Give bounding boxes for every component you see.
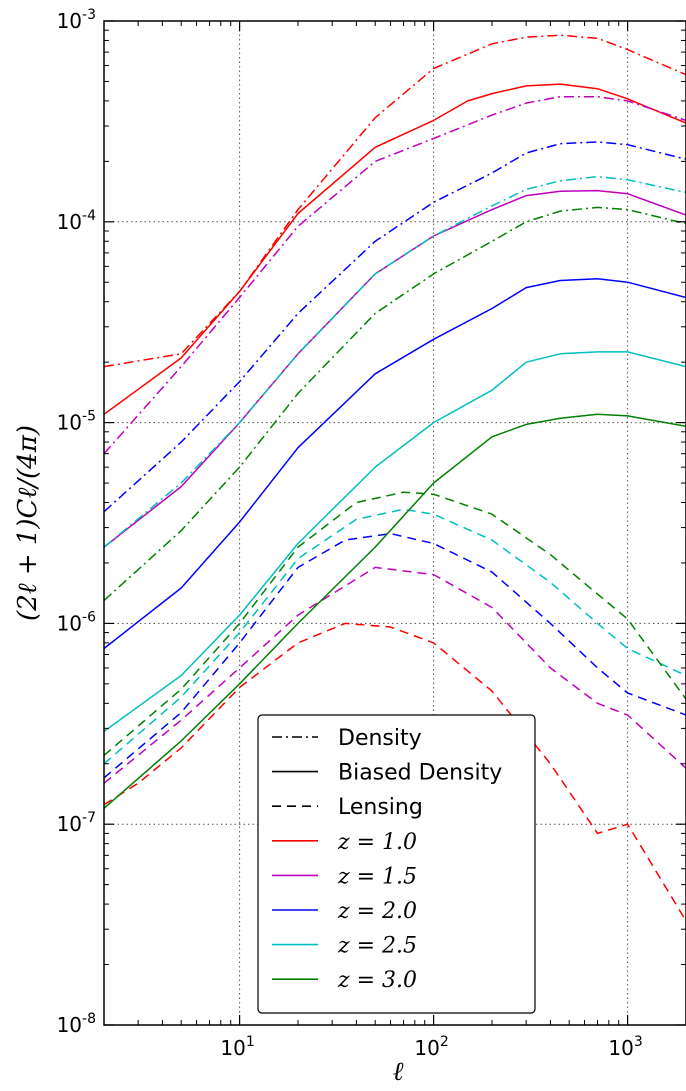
series-lines [104, 34, 686, 922]
series-line-z1-5-density [104, 95, 686, 455]
series-line-z1-0-density [104, 34, 686, 368]
legend-entry-label: z = 1.5 [337, 864, 417, 889]
grid-lines [104, 21, 686, 1025]
series-line-z3-0-density [104, 206, 686, 602]
legend-entry-label: Density [338, 726, 422, 751]
legend-entry-label: Lensing [338, 795, 423, 820]
legend-entry-label: z = 2.0 [337, 899, 417, 924]
y-tick-label: 10-3 [57, 7, 96, 33]
series-line-z1-5-lensing [104, 566, 686, 784]
x-tick-label: 103 [608, 1034, 642, 1060]
x-tick-label: 101 [220, 1034, 254, 1060]
series-line-z2-5-biased-density [104, 351, 686, 733]
legend-entry-label: z = 1.0 [337, 830, 417, 855]
series-line-z2-5-density [104, 175, 686, 548]
y-tick-label: 10-8 [57, 1011, 96, 1037]
legend-box [257, 714, 536, 1014]
y-tick-label: 10-7 [57, 810, 96, 836]
y-tick-label: 10-4 [57, 208, 97, 234]
plot-frame [103, 20, 686, 1026]
legend-entry-label: z = 3.0 [337, 968, 417, 993]
series-line-z1-0-biased-density [104, 83, 686, 415]
series-line-z2-0-lensing [104, 532, 686, 779]
series-line-z2-5-lensing [104, 508, 686, 765]
legend-entry-label: z = 2.5 [337, 934, 417, 959]
legend: Density Biased Density Lensing z = 1.0 z = 1… [257, 714, 536, 1014]
y-axis-label: (2ℓ + 1)Cℓ/(4π) [13, 425, 43, 621]
series-line-z2-0-biased-density [104, 278, 686, 650]
y-tick-label: 10-5 [57, 409, 96, 435]
x-axis-label: ℓ [393, 1057, 404, 1086]
series-line-z3-0-lensing [104, 491, 686, 756]
y-tick-label: 10-6 [57, 609, 97, 635]
axis-labels: ℓ (2ℓ + 1)Cℓ/(4π) [13, 425, 404, 1087]
series-line-z2-0-density [104, 141, 686, 513]
x-tick-label: 102 [414, 1034, 448, 1060]
legend-entry-label: Biased Density [338, 761, 502, 786]
series-line-z1-0-lensing [104, 622, 686, 922]
axis-ticks: 101 102 103 10-8 10-7 10-6 10-5 10-4 10-3 [57, 7, 686, 1060]
series-line-z3-0-biased-density [104, 413, 686, 809]
